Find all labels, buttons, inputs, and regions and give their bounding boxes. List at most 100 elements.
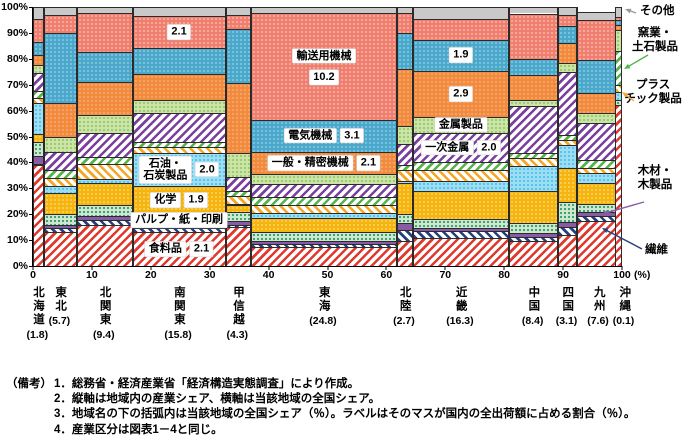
notes-lines: 1．総務省・経済産業省「経済構造実態調査」により作成。 2．縦軸は地域内の産業シ… — [54, 377, 635, 438]
cell-九州-petroleum — [577, 172, 621, 184]
region-label-甲信越: 甲信越 (4.3) — [226, 286, 248, 341]
x-tick-mark — [385, 266, 387, 270]
cell-九州-ceramics — [577, 159, 621, 168]
cell-甲信越-other — [226, 7, 250, 15]
cell-甲信越-transport — [226, 14, 250, 30]
y-tick-mark — [29, 240, 33, 242]
cell-北海道-pulp — [34, 141, 43, 156]
cell-近畿-petroleum — [413, 180, 508, 191]
region-share: (15.8) — [164, 328, 192, 341]
x-tick-label: 80 — [498, 269, 511, 281]
cell-北関東-electrical — [78, 52, 132, 82]
cell-南関東-electrical — [133, 48, 225, 75]
cell-甲信越-foods — [226, 227, 250, 266]
cell-label-value: 2.1 — [167, 24, 191, 40]
cell-北海道-electrical — [34, 41, 43, 55]
cell-中国-pulp — [509, 223, 558, 234]
notes: （備考） 1．総務省・経済産業省「経済構造実態調査」により作成。 2．縦軸は地域… — [6, 377, 678, 438]
cell-甲信越-metal_products — [226, 153, 250, 177]
cell-近畿-ceramics — [413, 162, 508, 171]
bar-沖縄 — [615, 7, 622, 266]
cell-九州-foods — [577, 220, 621, 266]
cell-label-東海-machinery: 一般・精密機械 2.1 — [267, 155, 381, 171]
cell-沖縄-pulp — [616, 100, 621, 106]
cell-甲信越-plastics — [226, 196, 250, 204]
cell-北関東-primary_metals — [78, 132, 132, 158]
y-tick-mark — [29, 214, 33, 216]
region-share: (5.7) — [48, 315, 71, 327]
x-tick-mark — [150, 266, 152, 270]
cell-四国-petroleum — [559, 144, 576, 168]
region-share: (24.8) — [309, 315, 337, 327]
region-label-北陸: 北陸 (2.7) — [393, 286, 415, 327]
cell-甲信越-textiles — [226, 224, 250, 228]
region-share: (7.6) — [587, 315, 609, 327]
cell-東海-ceramics — [251, 197, 396, 206]
cell-東海-primary_metals — [251, 184, 396, 198]
region-label-南関東: 南関東 (15.8) — [164, 286, 191, 341]
region-label-九州: 九州 (7.6) — [587, 286, 609, 327]
cell-東北-primary_metals — [44, 152, 77, 171]
region-label-東海: 東海 (24.8) — [309, 286, 336, 327]
cell-label-value: 2.0 — [195, 162, 219, 177]
y-tick-label: 90% — [6, 26, 28, 39]
cell-四国-chemicals — [559, 167, 576, 202]
y-tick-label: 60% — [6, 104, 28, 117]
bar-東北 — [43, 7, 78, 266]
x-tick-label: 30 — [203, 269, 216, 281]
cell-近畿-electrical — [413, 39, 508, 71]
cell-四国-plastics — [559, 140, 576, 145]
cell-北海道-wood — [34, 155, 43, 164]
cell-九州-textiles — [577, 215, 621, 221]
y-tick-mark — [29, 266, 33, 267]
cell-沖縄-ceramics — [616, 51, 621, 85]
cell-北関東-ceramics — [78, 157, 132, 165]
x-tick-label: 20 — [144, 269, 157, 281]
cell-中国-electrical — [509, 58, 558, 76]
x-tick-mark — [562, 266, 564, 270]
cell-北陸-chemicals — [398, 183, 412, 215]
cell-沖縄-metal_products — [616, 30, 621, 52]
cell-label-南関東-transport: 2.1 — [167, 24, 191, 40]
cell-九州-transport — [577, 19, 621, 61]
region-name: 南関東 — [172, 286, 185, 327]
cell-label-value: 1.9 — [184, 192, 208, 208]
cell-東海-textiles — [251, 244, 396, 247]
cell-近畿-foods — [413, 237, 508, 266]
legend-label-textiles: 繊維 — [645, 244, 668, 256]
cell-近畿-pulp — [413, 219, 508, 229]
cell-label-name: 輸送用機械 — [292, 48, 356, 64]
cell-label-name: パルプ・紙・印刷 — [131, 212, 228, 228]
cell-label-南関東-pulp: パルプ・紙・印刷 — [131, 212, 228, 228]
cell-沖縄-transport — [616, 17, 621, 20]
cell-甲信越-petroleum — [226, 203, 250, 206]
cell-北関東-textiles — [78, 220, 132, 226]
legend-label-wood: 木材・ 木製品 — [637, 165, 673, 192]
cell-甲信越-machinery — [226, 83, 250, 154]
region-label-中国: 中国 (8.4) — [522, 286, 544, 327]
cell-甲信越-pulp — [226, 211, 250, 221]
cell-南関東-metal_products — [133, 100, 225, 114]
y-tick-label: 80% — [6, 52, 28, 65]
region-share: (16.3) — [446, 315, 474, 327]
cell-四国-metal_products — [559, 62, 576, 72]
cell-北陸-ceramics — [398, 165, 412, 171]
x-tick-label: 70 — [439, 269, 452, 281]
x-tick-label: 50 — [321, 269, 334, 281]
cell-東北-plastics — [44, 177, 77, 186]
y-tick-mark — [29, 188, 33, 190]
cell-東北-electrical — [44, 32, 77, 103]
x-tick-mark — [327, 266, 328, 270]
cell-南関東-ceramics — [133, 141, 225, 147]
notes-prefix: （備考） — [6, 378, 52, 390]
region-labels: 北海道 (1.8) 東北 (5.7) 北関東 (9.4) 南関東 (15.8) 甲信越 (4.3)… — [27, 286, 635, 372]
region-label-東北: 東北 (5.7) — [49, 286, 71, 327]
cell-近畿-transport — [413, 18, 508, 40]
note-line: 3．地域名の下の括弧内は当該地域の全国シェア（％）。ラベルはそのマスが国内の全出… — [54, 408, 636, 421]
cell-北陸-other — [398, 7, 412, 14]
plot-area: 0% 10% 20% 30% 40% 50% 60% 70% 80% 90% 100% 0 10 20 3… — [1, 1, 650, 281]
cell-北陸-pulp — [398, 214, 412, 224]
cell-東北-petroleum — [44, 185, 77, 194]
region-share: (2.7) — [393, 315, 415, 327]
cell-四国-ceramics — [559, 135, 576, 141]
